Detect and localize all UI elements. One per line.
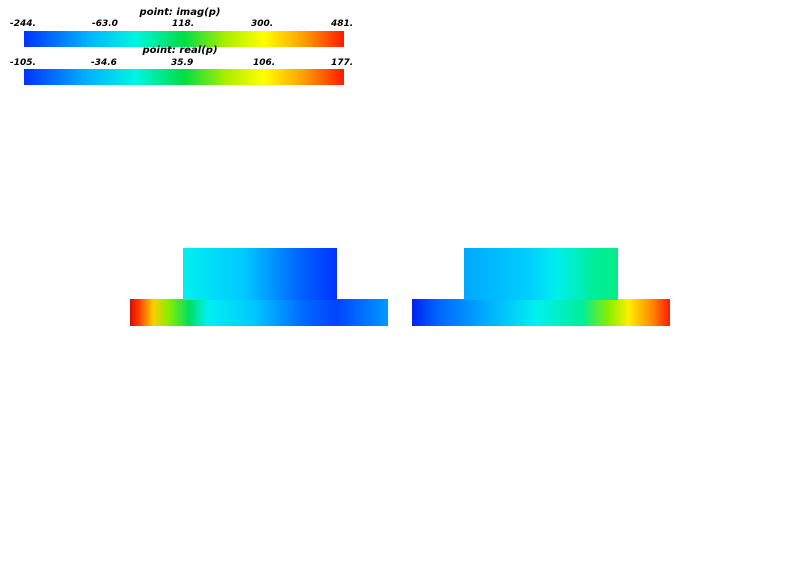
domain-real-field xyxy=(412,248,670,326)
domain-real-top xyxy=(464,248,618,300)
colorbar-real-gradient xyxy=(24,69,344,85)
colorbar-real-title: point: real(p) xyxy=(142,45,218,56)
domain-real-base xyxy=(412,299,670,326)
colorbar-imag-tick: 300. xyxy=(251,19,274,29)
colorbar-real-tick: 35.9 xyxy=(171,58,194,68)
colorbar-imag-gradient xyxy=(24,31,344,47)
colorbar-real-ticks: -105. -34.6 35.9 106. 177. xyxy=(0,58,360,70)
domain-imag-top xyxy=(183,248,337,300)
colorbar-real-tick: 106. xyxy=(253,58,276,68)
colorbar-real-tick: -105. xyxy=(10,58,36,68)
colorbar-imag-title: point: imag(p) xyxy=(139,7,221,18)
colorbar-imag-tick: 481. xyxy=(331,19,354,29)
colorbar-imag-tick: -244. xyxy=(10,19,36,29)
colorbar-imag-ticks: -244. -63.0 118. 300. 481. xyxy=(0,19,360,31)
domain-imag-base xyxy=(130,299,388,326)
colorbar-imag-tick: -63.0 xyxy=(92,19,118,29)
domain-imag-field xyxy=(130,248,388,326)
colorbar-imag-tick: 118. xyxy=(172,19,195,29)
colorbar-real-tick: 177. xyxy=(331,58,354,68)
colorbar-real-tick: -34.6 xyxy=(91,58,117,68)
